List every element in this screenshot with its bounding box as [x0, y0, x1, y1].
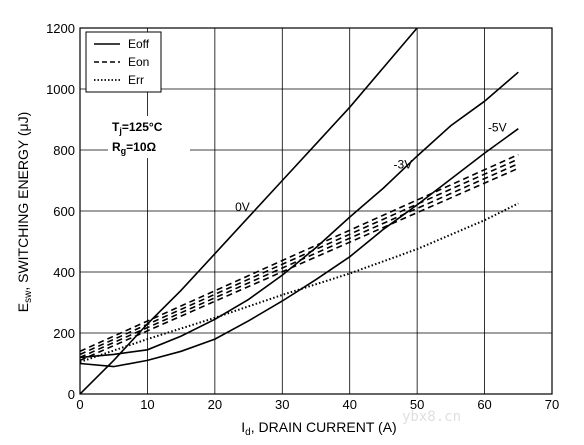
plot-frame [79, 27, 553, 395]
y-tick-label: 600 [53, 204, 75, 219]
x-tick-label: 20 [208, 397, 222, 412]
legend-label-eon: Eon [128, 55, 149, 69]
y-tick-label: 0 [68, 387, 75, 402]
x-tick-label: 0 [76, 397, 83, 412]
x-tick-label: 50 [410, 397, 424, 412]
condition-rg: Rg=10Ω [112, 140, 157, 156]
series-line-dashed-6 [80, 167, 519, 362]
series-line-solid-1 [80, 71, 519, 359]
x-axis-label: Id, DRAIN CURRENT (A) [241, 419, 396, 438]
y-tick-label: 400 [53, 265, 75, 280]
series-line-dotted-7 [80, 202, 519, 363]
x-tick-label: 30 [275, 397, 289, 412]
legend-label-err: Err [128, 73, 144, 87]
curve-labels: 0V -3V -5V [235, 121, 507, 214]
y-tick-label: 800 [53, 143, 75, 158]
y-tick-label: 1200 [46, 21, 75, 36]
x-tick-label: 10 [140, 397, 154, 412]
y-tick-label: 1000 [46, 82, 75, 97]
curve-label-minus-5v: -5V [488, 121, 507, 135]
legend-label-eoff: Eoff [128, 37, 150, 51]
series-line-dashed-4 [80, 158, 519, 356]
curve-label-0v: 0V [235, 200, 250, 214]
x-tick-label: 40 [342, 397, 356, 412]
condition-tj: Tj=125°C [112, 120, 163, 136]
series-line-dashed-3 [80, 153, 519, 353]
curve-label-minus-3v: -3V [394, 157, 413, 171]
tick-labels: 0 10 20 30 40 50 60 70 0 200 400 600 800 1000 1200 [46, 21, 559, 412]
x-tick-label: 70 [545, 397, 559, 412]
y-tick-label: 200 [53, 326, 75, 341]
test-conditions: Tj=125°C Rg=10Ω [108, 116, 190, 158]
y-axis-label: Esw, SWITCHING ENERGY (μJ) [15, 112, 34, 313]
legend: Eoff Eon Err [85, 31, 162, 93]
series-layer [80, 28, 519, 394]
grid-lines [79, 27, 553, 395]
x-tick-label: 60 [477, 397, 491, 412]
watermark: ybx8.cn [402, 409, 461, 425]
